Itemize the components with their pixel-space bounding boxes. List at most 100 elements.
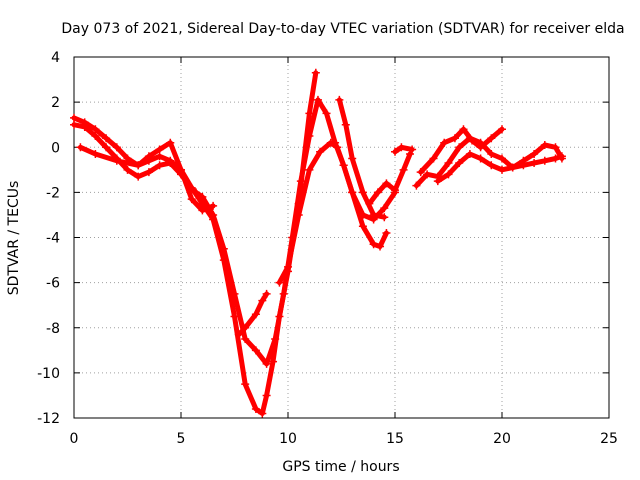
- x-tick-label: 10: [279, 431, 297, 447]
- data-point: [294, 210, 303, 219]
- data-point: [450, 134, 459, 143]
- axis-ticks: [73, 56, 610, 419]
- x-tick-label: 20: [493, 431, 511, 447]
- data-point: [382, 228, 391, 237]
- data-point: [399, 165, 408, 174]
- series-satellite-arc-9: [416, 125, 506, 177]
- data-point: [191, 188, 200, 197]
- data-point: [433, 177, 442, 186]
- data-point: [476, 154, 485, 163]
- x-tick-label: 0: [70, 431, 79, 447]
- data-point: [423, 170, 432, 179]
- data-point: [112, 143, 121, 152]
- data-point: [391, 186, 399, 195]
- data-point: [459, 125, 468, 134]
- data-point: [271, 335, 280, 344]
- data-point: [262, 359, 271, 368]
- data-point: [251, 404, 260, 413]
- data-point: [296, 177, 305, 186]
- data-point: [305, 131, 314, 140]
- series-line: [336, 97, 387, 220]
- data-point: [209, 201, 218, 210]
- data-point: [258, 409, 267, 418]
- data-point: [326, 138, 335, 147]
- data-point: [341, 120, 350, 129]
- y-tick-label: -10: [37, 366, 60, 382]
- data-point: [155, 145, 164, 154]
- data-point: [251, 346, 260, 355]
- y-axis-label: SDTVAR / TECUs: [6, 181, 22, 296]
- data-point: [530, 150, 539, 159]
- series-satellite-arc-4: [234, 289, 271, 339]
- data-point: [102, 134, 111, 143]
- data-point: [177, 165, 185, 174]
- data-point: [487, 161, 496, 170]
- data-point: [468, 136, 477, 145]
- data-point: [262, 289, 271, 298]
- data-point: [429, 154, 438, 163]
- data-point: [251, 310, 260, 319]
- data-point: [91, 131, 100, 140]
- x-tick-label: 25: [600, 431, 618, 447]
- data-point: [316, 147, 325, 156]
- data-point: [305, 109, 314, 118]
- series-line: [71, 70, 319, 416]
- data-point: [444, 170, 453, 179]
- data-point: [144, 168, 153, 177]
- data-point: [455, 159, 464, 168]
- data-point: [219, 244, 228, 253]
- data-point: [234, 330, 243, 339]
- data-point: [487, 134, 496, 143]
- data-point: [348, 188, 357, 197]
- data-point: [358, 222, 367, 231]
- data-point: [498, 165, 506, 174]
- data-point: [465, 150, 474, 159]
- data-point: [408, 145, 417, 154]
- data-point: [70, 120, 78, 129]
- data-point: [230, 312, 239, 321]
- data-point: [123, 165, 132, 174]
- data-point: [358, 188, 367, 197]
- data-point: [102, 143, 111, 152]
- series-line: [366, 151, 413, 207]
- data-point: [76, 143, 85, 152]
- x-tick-label: 5: [177, 431, 186, 447]
- data-point: [166, 159, 175, 168]
- data-point: [241, 380, 250, 389]
- data-point: [144, 152, 153, 161]
- y-tick-label: 0: [51, 140, 60, 156]
- data-point: [412, 181, 421, 190]
- data-point: [311, 68, 320, 77]
- data-point: [557, 154, 566, 163]
- y-tick-labels: -12 -10 -8 -6 -4 -2 0 2 4: [37, 50, 60, 427]
- data-point: [313, 95, 322, 104]
- data-point: [416, 168, 425, 177]
- data-point: [540, 156, 549, 165]
- data-point: [322, 109, 331, 118]
- data-series: [70, 68, 566, 418]
- y-tick-label: -8: [46, 321, 60, 337]
- grid: [74, 57, 609, 418]
- data-point: [339, 161, 348, 170]
- data-point: [348, 154, 357, 163]
- y-tick-label: 2: [51, 95, 60, 111]
- data-point: [530, 159, 539, 168]
- data-point: [305, 165, 314, 174]
- data-point: [155, 152, 164, 161]
- data-point: [508, 163, 517, 172]
- data-point: [241, 323, 250, 332]
- data-point: [382, 179, 391, 188]
- x-tick-labels: 0 5 10 15 20 25: [70, 431, 618, 447]
- data-point: [440, 138, 449, 147]
- y-tick-label: -4: [46, 231, 60, 247]
- series-satellite-arc-11: [391, 143, 417, 156]
- data-point: [335, 95, 344, 104]
- data-point: [380, 213, 389, 222]
- series-satellite-arc-3: [76, 138, 218, 215]
- x-tick-label: 15: [386, 431, 404, 447]
- data-point: [455, 143, 464, 152]
- series-satellite-arc-7: [365, 150, 414, 208]
- data-point: [269, 357, 278, 366]
- data-point: [241, 335, 250, 344]
